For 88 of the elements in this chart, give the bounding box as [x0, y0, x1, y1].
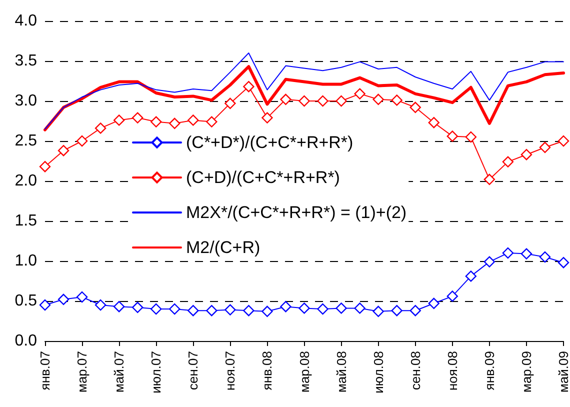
y-tick-label: 3.0 — [14, 92, 38, 110]
point — [336, 302, 347, 314]
point — [58, 145, 70, 156]
legend-label: (C+D)/(C+C*+R+R*) — [186, 168, 340, 187]
point — [428, 298, 440, 309]
legend-label: M2X*/(C+C*+R+R*) = (1)+(2) — [186, 203, 407, 222]
point — [224, 98, 236, 109]
point — [188, 114, 199, 126]
point — [262, 112, 273, 124]
point — [113, 114, 125, 126]
legend-label: (C*+D*)/(C+C*+R+R*) — [186, 133, 354, 152]
x-tick-label: янв.08 — [260, 351, 275, 390]
point — [539, 251, 551, 263]
point — [243, 81, 254, 92]
x-tick-label: мар.08 — [296, 351, 312, 392]
point — [410, 305, 421, 316]
y-tick-label: 0.0 — [14, 332, 38, 350]
y-tick-label: 1.0 — [14, 252, 38, 270]
point — [372, 94, 384, 105]
point — [502, 247, 514, 259]
point — [169, 118, 180, 129]
x-tick-label: май.08 — [334, 351, 349, 393]
line-series — [44, 52, 564, 130]
y-tick-label: 2.0 — [14, 172, 38, 190]
point — [428, 117, 440, 128]
point — [206, 116, 218, 128]
point — [410, 102, 421, 113]
point — [298, 302, 310, 314]
point — [113, 301, 125, 312]
point — [224, 304, 236, 316]
point — [243, 305, 254, 316]
point — [76, 135, 88, 147]
point — [520, 149, 532, 160]
point — [446, 290, 458, 302]
point — [558, 257, 570, 268]
x-tick-label: июл.07 — [148, 351, 164, 394]
y-tick-label: 4.0 — [14, 12, 38, 30]
x-tick-label: ноя.07 — [222, 351, 238, 391]
x-tick-label: мар.09 — [518, 351, 534, 392]
point — [484, 174, 496, 185]
x-tick-label: май.07 — [112, 351, 127, 393]
point — [520, 248, 532, 260]
x-tick-label: янв.09 — [482, 351, 497, 390]
y-tick-label: 2.5 — [14, 132, 38, 150]
x-tick-label: ноя.08 — [444, 351, 460, 391]
point — [206, 305, 218, 316]
x-tick-label: мар.07 — [74, 351, 90, 392]
point — [94, 122, 106, 134]
line-series — [44, 65, 565, 132]
point — [298, 95, 310, 107]
point — [280, 94, 292, 105]
point — [558, 135, 570, 147]
point — [336, 95, 347, 107]
point — [465, 270, 477, 282]
point — [39, 161, 51, 172]
point — [354, 302, 366, 314]
point — [169, 303, 180, 315]
y-tick-label: 0.5 — [14, 292, 38, 310]
point — [484, 256, 496, 268]
y-tick-label: 3.5 — [14, 52, 38, 70]
point — [39, 299, 51, 311]
x-tick-label: янв.07 — [38, 351, 52, 390]
point — [354, 88, 366, 100]
point — [391, 94, 402, 106]
point — [372, 306, 384, 317]
point — [132, 112, 144, 124]
point — [502, 156, 514, 168]
point — [132, 302, 144, 313]
point — [280, 301, 292, 312]
point — [58, 294, 70, 305]
x-tick-label: июл.08 — [370, 351, 386, 394]
legend-label: M2/(C+R) — [186, 238, 260, 257]
x-tick-label: сен.08 — [408, 351, 423, 390]
point — [150, 303, 162, 315]
x-tick-label: май.09 — [556, 351, 570, 393]
point — [391, 305, 402, 316]
point — [539, 142, 551, 153]
y-tick-label: 1.5 — [14, 212, 38, 230]
point — [317, 303, 328, 315]
point — [317, 95, 328, 107]
x-tick-label: сен.07 — [186, 351, 201, 390]
point — [188, 305, 199, 316]
point — [465, 131, 477, 143]
point — [94, 299, 106, 311]
point — [150, 116, 162, 128]
point — [446, 130, 458, 142]
point — [76, 291, 88, 303]
point — [262, 306, 273, 317]
